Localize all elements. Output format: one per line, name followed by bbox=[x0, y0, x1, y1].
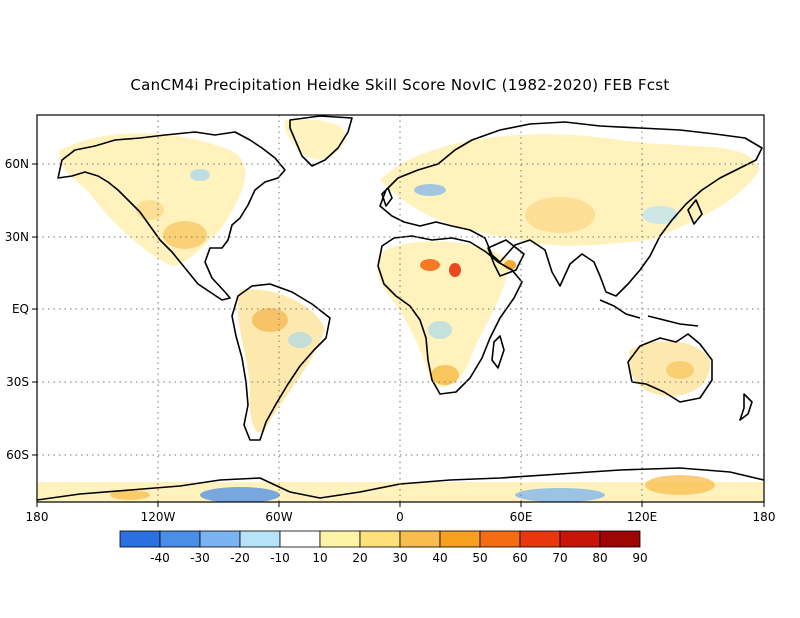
lon-tick-label: 60W bbox=[265, 510, 292, 524]
colorbar-swatch bbox=[399, 530, 441, 548]
page-title: CanCM4i Precipitation Heidke Skill Score… bbox=[130, 76, 670, 94]
lon-tick-label: 120E bbox=[627, 510, 658, 524]
colorbar-swatch bbox=[479, 530, 521, 548]
colorbar-label: 90 bbox=[632, 551, 647, 565]
colorbar-label: -40 bbox=[150, 551, 170, 565]
colorbar-swatch bbox=[239, 530, 281, 548]
lon-tick-labels: 180 120W 60W 0 60E 120E 180 bbox=[26, 510, 776, 524]
colorbar-swatch bbox=[319, 530, 361, 548]
colorbar-label: -30 bbox=[190, 551, 210, 565]
colorbar-label: 60 bbox=[512, 551, 527, 565]
lat-tick-label: 60N bbox=[5, 157, 29, 171]
colorbar-label: 40 bbox=[432, 551, 447, 565]
colorbar-label: -10 bbox=[270, 551, 290, 565]
colorbar-label: -20 bbox=[230, 551, 250, 565]
colorbar-label: 20 bbox=[352, 551, 367, 565]
colorbar-swatch bbox=[519, 530, 561, 548]
lon-tick-label: 180 bbox=[26, 510, 49, 524]
colorbar-swatch bbox=[559, 530, 601, 548]
colorbar-swatch bbox=[199, 530, 241, 548]
lat-tick-label: 30N bbox=[5, 230, 29, 244]
colorbar-label: 50 bbox=[472, 551, 487, 565]
lat-tick-label: 60S bbox=[6, 448, 29, 462]
colorbar-swatch bbox=[359, 530, 401, 548]
skill-shading bbox=[37, 119, 764, 502]
colorbar-swatch bbox=[599, 530, 641, 548]
lat-tick-labels: 60N 30N EQ 30S 60S bbox=[5, 157, 29, 462]
lon-tick-label: 0 bbox=[396, 510, 404, 524]
colorbar-swatch bbox=[439, 530, 481, 548]
colorbar-label: 30 bbox=[392, 551, 407, 565]
tick-marks bbox=[32, 163, 765, 507]
graticule bbox=[37, 115, 764, 502]
colorbar: -40 -30 -20 -10 10 20 30 40 50 60 70 80 90 bbox=[119, 530, 648, 565]
lon-tick-label: 120W bbox=[141, 510, 176, 524]
colorbar-label: 70 bbox=[552, 551, 567, 565]
colorbar-label: 80 bbox=[592, 551, 607, 565]
coastlines bbox=[37, 115, 764, 501]
colorbar-swatch bbox=[159, 530, 201, 548]
lat-tick-label: 30S bbox=[6, 375, 29, 389]
colorbar-swatch bbox=[119, 530, 161, 548]
lat-tick-label: EQ bbox=[12, 302, 29, 316]
lon-tick-label: 180 bbox=[753, 510, 776, 524]
colorbar-label: 10 bbox=[312, 551, 327, 565]
lon-tick-label: 60E bbox=[510, 510, 533, 524]
colorbar-swatch bbox=[279, 530, 321, 548]
